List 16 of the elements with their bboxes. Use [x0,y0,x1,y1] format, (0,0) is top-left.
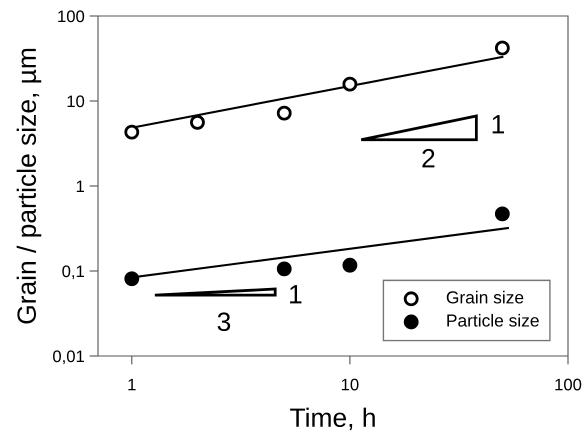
x-tick-label: 100 [555,378,582,390]
y-tick-label: 0,1 [62,265,84,280]
y-tick-label: 10 [68,95,84,108]
legend-label: Grain size [446,290,524,304]
y-tick-label: 1 [76,180,84,192]
x-tick-label: 1 [128,378,136,390]
x-axis-title: Time, h [290,408,375,430]
annotation: 2 [422,148,434,168]
legend-label: Particle size [447,314,539,327]
y-tick-label: 100 [58,10,84,22]
x-tick-label: 10 [342,378,359,390]
annotation: 3 [218,312,230,332]
annotation: 1 [492,115,504,134]
annotation: 1 [290,285,302,304]
y-axis-title: Grain / particle size, µm [16,48,42,324]
y-tick-label: 0,01 [53,350,84,364]
